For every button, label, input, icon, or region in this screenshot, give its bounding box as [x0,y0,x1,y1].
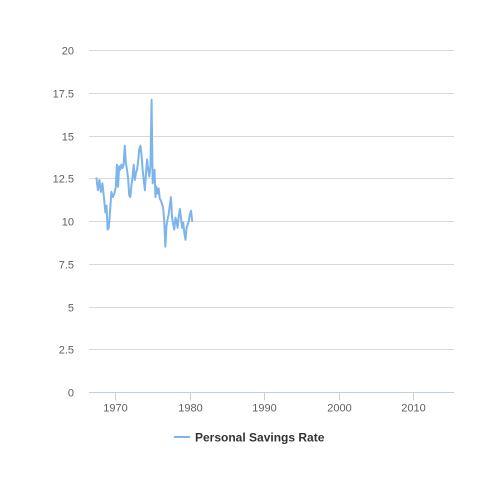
x-tick-label: 1990 [252,403,276,415]
x-tick-label: 2000 [327,403,351,415]
legend-label-personal-savings-rate: Personal Savings Rate [195,431,325,445]
legend[interactable]: Personal Savings Rate [174,431,325,445]
y-tick-label: 17.5 [53,89,74,101]
y-tick-label: 0 [68,388,74,400]
x-tick-label: 1970 [103,403,127,415]
y-tick-label: 5 [68,303,74,315]
y-axis: 0 2.5 5 7.5 10 12.5 15 17.5 20 [53,46,74,400]
y-tick-label: 15 [62,132,74,144]
grid-lines [89,50,454,350]
y-tick-label: 20 [62,46,74,58]
y-tick-label: 2.5 [59,345,74,357]
x-tick-label: 2010 [401,403,425,415]
y-tick-label: 7.5 [59,260,74,272]
y-tick-label: 12.5 [53,174,74,186]
series-layer [95,98,194,248]
y-tick-label: 10 [62,217,74,229]
x-axis: 1970 1980 1990 2000 2010 [89,392,454,415]
series-line-personal-savings-rate[interactable] [95,98,194,248]
x-tick-label: 1980 [178,403,202,415]
